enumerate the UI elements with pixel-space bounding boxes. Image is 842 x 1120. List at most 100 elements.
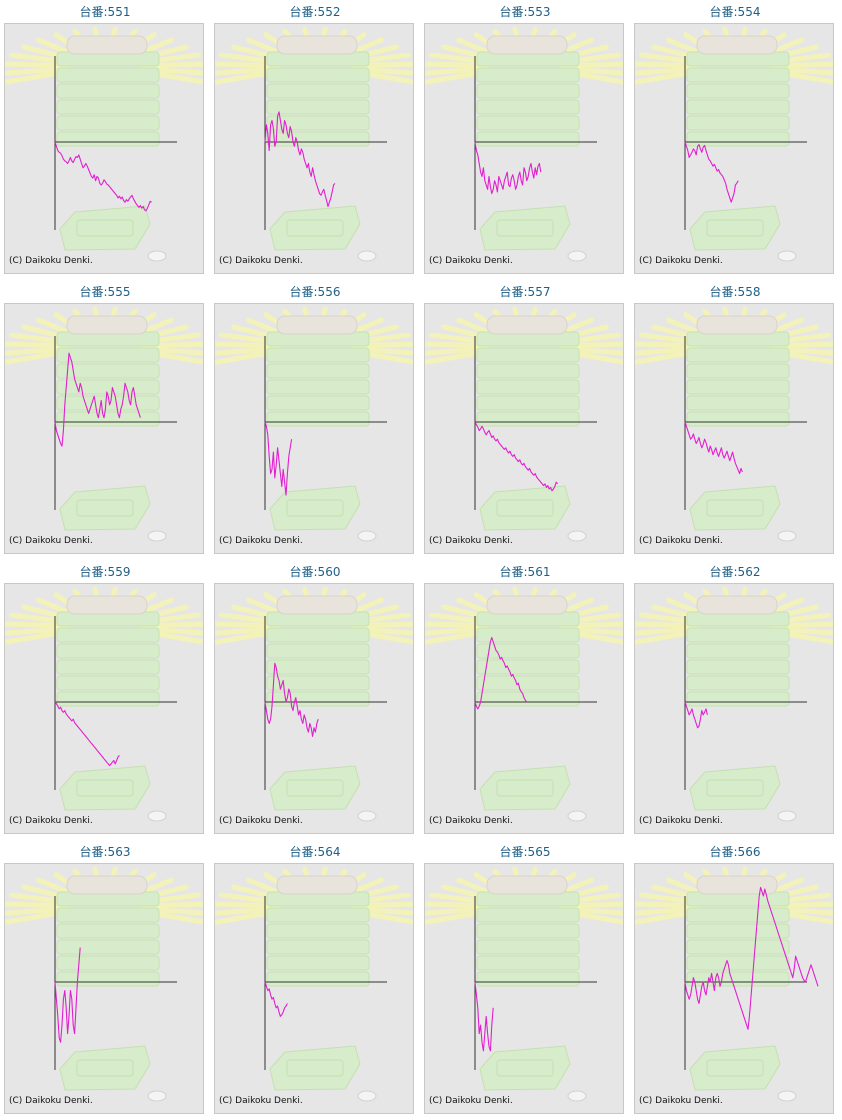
series-line — [684, 701, 708, 729]
chart-panel: (C) Daikoku Denki. — [424, 303, 624, 554]
chart-cell: 台番:566 (C) Daikoku Denki. — [630, 840, 840, 1120]
background-machine-illustration — [635, 306, 833, 542]
chart-title: 台番:552 — [289, 5, 341, 19]
copyright-text: (C) Daikoku Denki. — [219, 536, 303, 546]
chart-title: 台番:557 — [499, 285, 551, 299]
chart-svg — [215, 586, 413, 822]
chart-cell: 台番:555 (C) Daikoku Denki. — [0, 280, 210, 560]
chart-cell: 台番:552 (C) Daikoku Denki. — [210, 0, 420, 280]
background-machine-illustration — [425, 866, 623, 1102]
copyright-text: (C) Daikoku Denki. — [9, 816, 93, 826]
chart-panel: (C) Daikoku Denki. — [634, 23, 834, 274]
series-line — [684, 141, 739, 203]
chart-cell: 台番:561 (C) Daikoku Denki. — [420, 560, 630, 840]
chart-title: 台番:553 — [499, 5, 551, 19]
copyright-text: (C) Daikoku Denki. — [9, 1096, 93, 1106]
copyright-text: (C) Daikoku Denki. — [9, 536, 93, 546]
background-machine-illustration — [5, 586, 203, 822]
chart-cell: 台番:564 (C) Daikoku Denki. — [210, 840, 420, 1120]
copyright-text: (C) Daikoku Denki. — [429, 536, 513, 546]
series-line — [684, 421, 743, 475]
series-line — [54, 352, 141, 447]
chart-panel: (C) Daikoku Denki. — [4, 303, 204, 554]
chart-title: 台番:559 — [79, 565, 131, 579]
chart-panel: (C) Daikoku Denki. — [634, 303, 834, 554]
chart-cell: 台番:562 (C) Daikoku Denki. — [630, 560, 840, 840]
chart-title: 台番:558 — [709, 285, 761, 299]
chart-title: 台番:562 — [709, 565, 761, 579]
chart-svg — [635, 866, 833, 1102]
chart-svg — [5, 306, 203, 542]
chart-cell: 台番:556 (C) Daikoku Denki. — [210, 280, 420, 560]
chart-cell: 台番:563 (C) Daikoku Denki. — [0, 840, 210, 1120]
chart-title: 台番:551 — [79, 5, 131, 19]
series-line — [54, 947, 81, 1043]
background-machine-illustration — [635, 26, 833, 262]
chart-panel: (C) Daikoku Denki. — [4, 583, 204, 834]
copyright-text: (C) Daikoku Denki. — [639, 1096, 723, 1106]
copyright-text: (C) Daikoku Denki. — [9, 256, 93, 266]
chart-svg — [635, 306, 833, 542]
chart-svg — [425, 866, 623, 1102]
background-machine-illustration — [425, 26, 623, 262]
chart-title: 台番:560 — [289, 565, 341, 579]
series-line — [474, 421, 559, 492]
chart-svg — [425, 306, 623, 542]
background-machine-illustration — [215, 306, 413, 542]
background-machine-illustration — [5, 26, 203, 262]
series-line — [684, 886, 819, 1030]
chart-title: 台番:554 — [709, 5, 761, 19]
chart-title: 台番:563 — [79, 845, 131, 859]
chart-cell: 台番:558 (C) Daikoku Denki. — [630, 280, 840, 560]
chart-panel: (C) Daikoku Denki. — [4, 23, 204, 274]
copyright-text: (C) Daikoku Denki. — [639, 536, 723, 546]
chart-cell: 台番:553 (C) Daikoku Denki. — [420, 0, 630, 280]
copyright-text: (C) Daikoku Denki. — [429, 256, 513, 266]
chart-svg — [215, 306, 413, 542]
chart-panel: (C) Daikoku Denki. — [214, 583, 414, 834]
chart-svg — [215, 866, 413, 1102]
chart-cell: 台番:560 (C) Daikoku Denki. — [210, 560, 420, 840]
background-machine-illustration — [215, 586, 413, 822]
chart-title: 台番:561 — [499, 565, 551, 579]
chart-panel: (C) Daikoku Denki. — [424, 583, 624, 834]
chart-cell: 台番:554 (C) Daikoku Denki. — [630, 0, 840, 280]
series-line — [264, 981, 288, 1017]
series-line — [54, 701, 120, 767]
background-machine-illustration — [5, 306, 203, 542]
chart-svg — [5, 866, 203, 1102]
chart-panel: (C) Daikoku Denki. — [214, 303, 414, 554]
series-line — [474, 141, 542, 195]
chart-panel: (C) Daikoku Denki. — [424, 23, 624, 274]
series-line — [264, 421, 293, 496]
chart-title: 台番:565 — [499, 845, 551, 859]
chart-svg — [5, 26, 203, 262]
copyright-text: (C) Daikoku Denki. — [219, 1096, 303, 1106]
chart-title: 台番:556 — [289, 285, 341, 299]
background-machine-illustration — [635, 586, 833, 822]
chart-panel: (C) Daikoku Denki. — [634, 863, 834, 1114]
copyright-text: (C) Daikoku Denki. — [639, 256, 723, 266]
background-machine-illustration — [635, 866, 833, 1102]
copyright-text: (C) Daikoku Denki. — [219, 816, 303, 826]
chart-svg — [635, 586, 833, 822]
chart-svg — [5, 586, 203, 822]
chart-cell: 台番:551 (C) Daikoku Denki. — [0, 0, 210, 280]
chart-svg — [215, 26, 413, 262]
series-line — [264, 662, 319, 737]
chart-cell: 台番:565 (C) Daikoku Denki. — [420, 840, 630, 1120]
series-line — [474, 981, 494, 1052]
chart-svg — [425, 586, 623, 822]
background-machine-illustration — [425, 586, 623, 822]
chart-panel: (C) Daikoku Denki. — [634, 583, 834, 834]
chart-title: 台番:564 — [289, 845, 341, 859]
background-machine-illustration — [5, 866, 203, 1102]
chart-svg — [425, 26, 623, 262]
chart-cell: 台番:559 (C) Daikoku Denki. — [0, 560, 210, 840]
series-line — [474, 636, 528, 710]
chart-cell: 台番:557 (C) Daikoku Denki. — [420, 280, 630, 560]
series-line — [264, 111, 336, 208]
chart-title: 台番:555 — [79, 285, 131, 299]
background-machine-illustration — [215, 26, 413, 262]
copyright-text: (C) Daikoku Denki. — [429, 816, 513, 826]
